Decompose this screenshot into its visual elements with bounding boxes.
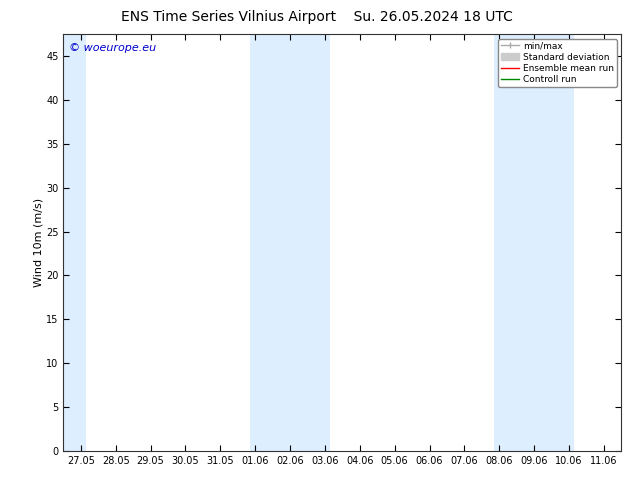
Legend: min/max, Standard deviation, Ensemble mean run, Controll run: min/max, Standard deviation, Ensemble me… <box>498 39 617 87</box>
Text: ENS Time Series Vilnius Airport    Su. 26.05.2024 18 UTC: ENS Time Series Vilnius Airport Su. 26.0… <box>121 10 513 24</box>
Bar <box>494 34 574 451</box>
Bar <box>63 34 86 451</box>
Bar <box>250 34 330 451</box>
Y-axis label: Wind 10m (m/s): Wind 10m (m/s) <box>33 198 43 287</box>
Text: © woeurope.eu: © woeurope.eu <box>69 43 156 52</box>
